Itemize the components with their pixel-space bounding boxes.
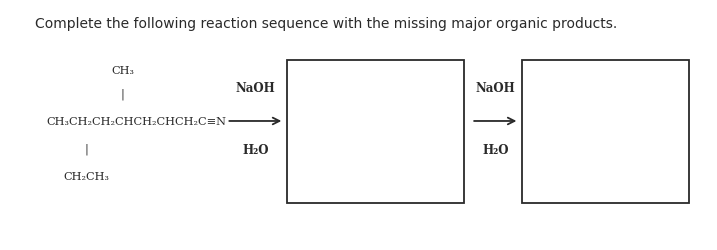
Text: CH₃: CH₃: [111, 66, 134, 76]
Text: CH₂CH₃: CH₂CH₃: [64, 171, 110, 181]
Text: NaOH: NaOH: [236, 82, 275, 95]
Text: NaOH: NaOH: [476, 82, 516, 95]
Text: Complete the following reaction sequence with the missing major organic products: Complete the following reaction sequence…: [35, 17, 617, 31]
FancyBboxPatch shape: [522, 61, 689, 204]
Text: H₂O: H₂O: [242, 144, 269, 156]
FancyBboxPatch shape: [287, 61, 465, 204]
Text: H₂O: H₂O: [483, 144, 509, 156]
Text: |: |: [121, 88, 125, 100]
Text: |: |: [85, 143, 89, 154]
Text: CH₃CH₂CH₂CHCH₂CHCH₂C≡N: CH₃CH₂CH₂CHCH₂CHCH₂C≡N: [46, 116, 226, 126]
